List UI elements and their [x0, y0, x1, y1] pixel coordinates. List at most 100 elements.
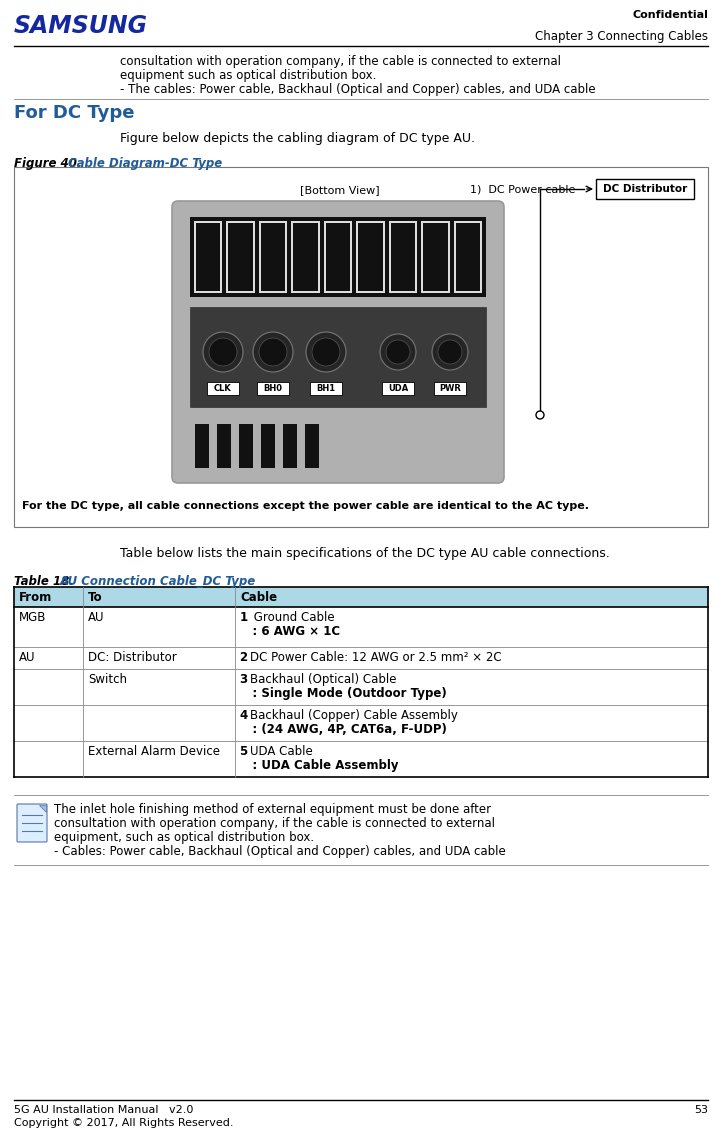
Bar — [391, 223, 415, 291]
Text: Cable Diagram-DC Type: Cable Diagram-DC Type — [68, 157, 222, 170]
Text: 3: 3 — [240, 673, 252, 687]
Bar — [292, 221, 320, 293]
Bar — [453, 221, 482, 293]
Text: For the DC type, all cable connections except the power cable are identical to t: For the DC type, all cable connections e… — [22, 501, 589, 511]
Text: Confidential: Confidential — [632, 10, 708, 20]
Text: : 6 AWG × 1C: : 6 AWG × 1C — [240, 625, 340, 638]
Bar — [14, 167, 708, 527]
Bar — [195, 424, 209, 468]
Text: : Single Mode (Outdoor Type): : Single Mode (Outdoor Type) — [240, 687, 447, 700]
Text: 53: 53 — [694, 1105, 708, 1115]
Text: AU Connection Cable_DC Type: AU Connection Cable_DC Type — [60, 575, 256, 588]
Circle shape — [306, 333, 346, 372]
Text: PWR: PWR — [439, 385, 461, 392]
Text: Cable: Cable — [240, 592, 277, 604]
Bar — [217, 424, 231, 468]
Circle shape — [312, 338, 340, 366]
Bar — [257, 382, 289, 395]
Text: SAMSUNG: SAMSUNG — [14, 14, 148, 38]
Text: 2: 2 — [240, 651, 252, 664]
Text: From: From — [19, 592, 52, 604]
Polygon shape — [39, 805, 46, 812]
Circle shape — [386, 340, 410, 364]
Bar — [207, 382, 239, 395]
Text: consultation with operation company, if the cable is connected to external: consultation with operation company, if … — [120, 55, 561, 68]
Bar — [227, 221, 255, 293]
Text: Ground Cable: Ground Cable — [250, 611, 334, 624]
Bar — [228, 223, 253, 291]
Text: AU: AU — [19, 651, 35, 664]
Bar — [283, 424, 297, 468]
Circle shape — [259, 338, 287, 366]
Circle shape — [380, 334, 416, 370]
Bar — [434, 382, 466, 395]
Text: Figure below depicts the cabling diagram of DC type AU.: Figure below depicts the cabling diagram… — [120, 132, 475, 145]
Circle shape — [438, 340, 462, 364]
Bar — [382, 382, 414, 395]
Bar — [305, 424, 319, 468]
Circle shape — [209, 338, 237, 366]
Text: Copyright © 2017, All Rights Reserved.: Copyright © 2017, All Rights Reserved. — [14, 1119, 233, 1128]
Text: DC Power Cable: 12 AWG or 2.5 mm² × 2C: DC Power Cable: 12 AWG or 2.5 mm² × 2C — [250, 651, 502, 664]
Bar — [190, 422, 486, 470]
Text: CLK: CLK — [214, 385, 232, 392]
Text: Switch: Switch — [88, 673, 127, 687]
Text: 1)  DC Power cable: 1) DC Power cable — [470, 185, 575, 195]
Bar — [190, 217, 486, 297]
Text: : UDA Cable Assembly: : UDA Cable Assembly — [240, 759, 399, 772]
Bar — [421, 221, 450, 293]
Circle shape — [432, 334, 468, 370]
Text: : (24 AWG, 4P, CAT6a, F-UDP): : (24 AWG, 4P, CAT6a, F-UDP) — [240, 723, 447, 736]
Text: 1: 1 — [240, 611, 252, 624]
Bar — [423, 223, 448, 291]
Text: MGB: MGB — [19, 611, 46, 624]
Circle shape — [253, 333, 293, 372]
Text: equipment such as optical distribution box.: equipment such as optical distribution b… — [120, 69, 376, 83]
Text: BH1: BH1 — [316, 385, 336, 392]
Text: - Cables: Power cable, Backhaul (Optical and Copper) cables, and UDA cable: - Cables: Power cable, Backhaul (Optical… — [54, 845, 505, 858]
Text: [Bottom View]: [Bottom View] — [300, 185, 380, 195]
Text: Backhaul (Copper) Cable Assembly: Backhaul (Copper) Cable Assembly — [250, 709, 458, 722]
Bar — [326, 223, 350, 291]
Bar — [14, 587, 708, 607]
Bar — [239, 424, 253, 468]
Bar — [323, 221, 352, 293]
Circle shape — [536, 411, 544, 418]
Text: AU: AU — [88, 611, 105, 624]
Bar — [261, 223, 285, 291]
Circle shape — [203, 333, 243, 372]
Bar — [194, 221, 222, 293]
Text: 5G AU Installation Manual   v2.0: 5G AU Installation Manual v2.0 — [14, 1105, 193, 1115]
FancyBboxPatch shape — [172, 201, 504, 483]
Text: UDA: UDA — [388, 385, 408, 392]
Bar — [293, 223, 318, 291]
Text: 5: 5 — [240, 745, 253, 758]
Text: 4: 4 — [240, 709, 253, 722]
Text: Table below lists the main specifications of the DC type AU cable connections.: Table below lists the main specification… — [120, 547, 610, 560]
Bar — [259, 221, 287, 293]
Text: For DC Type: For DC Type — [14, 104, 134, 122]
Bar — [358, 223, 383, 291]
Text: BH0: BH0 — [264, 385, 282, 392]
Bar — [356, 221, 385, 293]
Bar — [190, 307, 486, 407]
Text: equipment, such as optical distribution box.: equipment, such as optical distribution … — [54, 831, 314, 844]
Bar — [596, 179, 694, 199]
Text: DC Distributor: DC Distributor — [603, 184, 687, 195]
Text: UDA Cable: UDA Cable — [250, 745, 313, 758]
Text: To: To — [88, 592, 103, 604]
Text: Chapter 3 Connecting Cables: Chapter 3 Connecting Cables — [535, 31, 708, 43]
Text: The inlet hole finishing method of external equipment must be done after: The inlet hole finishing method of exter… — [54, 803, 491, 815]
Text: Figure 40.: Figure 40. — [14, 157, 85, 170]
Text: Backhaul (Optical) Cable: Backhaul (Optical) Cable — [250, 673, 396, 687]
Text: - The cables: Power cable, Backhaul (Optical and Copper) cables, and UDA cable: - The cables: Power cable, Backhaul (Opt… — [120, 83, 596, 96]
FancyBboxPatch shape — [17, 804, 47, 841]
Text: DC: Distributor: DC: Distributor — [88, 651, 177, 664]
Bar — [388, 221, 417, 293]
Bar — [261, 424, 275, 468]
Text: consultation with operation company, if the cable is connected to external: consultation with operation company, if … — [54, 817, 495, 830]
Bar — [196, 223, 220, 291]
Text: External Alarm Device: External Alarm Device — [88, 745, 220, 758]
Bar — [456, 223, 480, 291]
Bar — [310, 382, 342, 395]
